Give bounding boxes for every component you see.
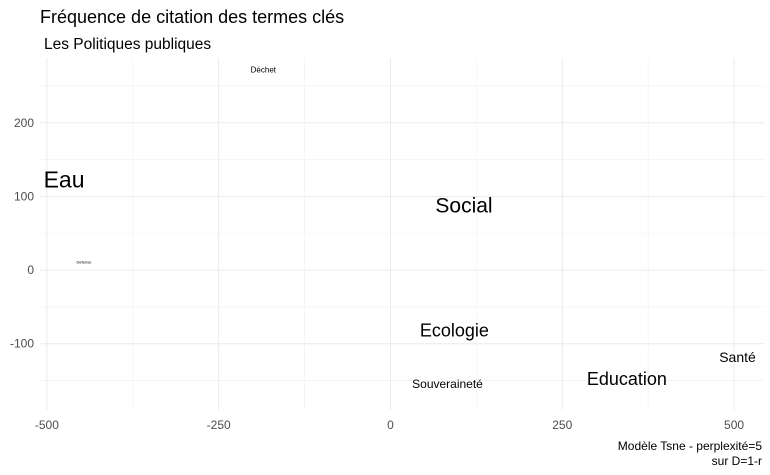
- caption-line-1: Modèle Tsne - perplexité=5: [618, 439, 763, 453]
- term-label: Souveraineté: [412, 377, 483, 391]
- y-tick-label: 0: [27, 263, 34, 277]
- term-label: Education: [587, 369, 667, 389]
- y-tick-label: 200: [14, 116, 34, 130]
- x-axis-tick-labels: -500 -250 0 250 500: [35, 418, 745, 432]
- chart-title: Fréquence de citation des termes clés: [40, 7, 344, 27]
- x-tick-label: 250: [552, 418, 572, 432]
- x-tick-label: -250: [207, 418, 231, 432]
- x-tick-label: 500: [724, 418, 744, 432]
- x-tick-label: 0: [387, 418, 394, 432]
- chart-subtitle: Les Politiques publiques: [44, 36, 211, 53]
- term-label: Santé: [719, 349, 756, 365]
- term-label: Déchet: [251, 65, 277, 74]
- y-axis-tick-labels: -100 0 100 200: [10, 116, 34, 351]
- term-label: Ecologie: [420, 320, 489, 340]
- caption-line-2: sur D=1-r: [712, 454, 762, 468]
- minor-gridlines: [40, 58, 765, 410]
- major-gridlines: [40, 58, 765, 410]
- y-tick-label: 100: [14, 189, 34, 203]
- term-label: Social: [435, 195, 492, 218]
- term-label: Défense: [77, 259, 93, 264]
- x-tick-label: -500: [35, 418, 59, 432]
- y-tick-label: -100: [10, 337, 34, 351]
- term-label: Eau: [44, 167, 85, 193]
- term-labels: Eau Social Ecologie Education Santé Souverain…: [44, 65, 756, 391]
